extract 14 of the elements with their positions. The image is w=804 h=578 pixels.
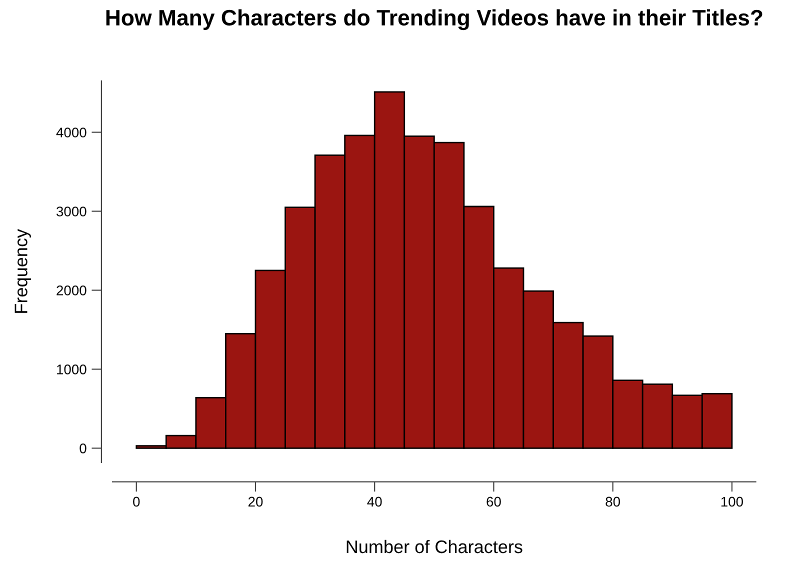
y-tick-label: 4000 [56,128,86,138]
chart-title: How Many Characters do Trending Videos have in their Titles? [106,9,762,30]
x-tick-label: 100 [721,496,743,507]
y-tick-label: 1000 [57,364,86,374]
y-axis-title: Frequency [14,229,31,313]
x-tick-label: 60 [486,496,501,507]
x-tick-label: 0 [133,496,140,507]
x-tick-label: 20 [248,496,263,507]
x-axis-title: Number of Characters [346,540,522,554]
y-tick-label: 3000 [56,206,86,216]
y-tick-label: 0 [80,444,86,454]
x-tick-label: 80 [606,496,620,507]
x-tick-label: 40 [367,496,382,507]
y-tick-label: 2000 [56,286,86,296]
